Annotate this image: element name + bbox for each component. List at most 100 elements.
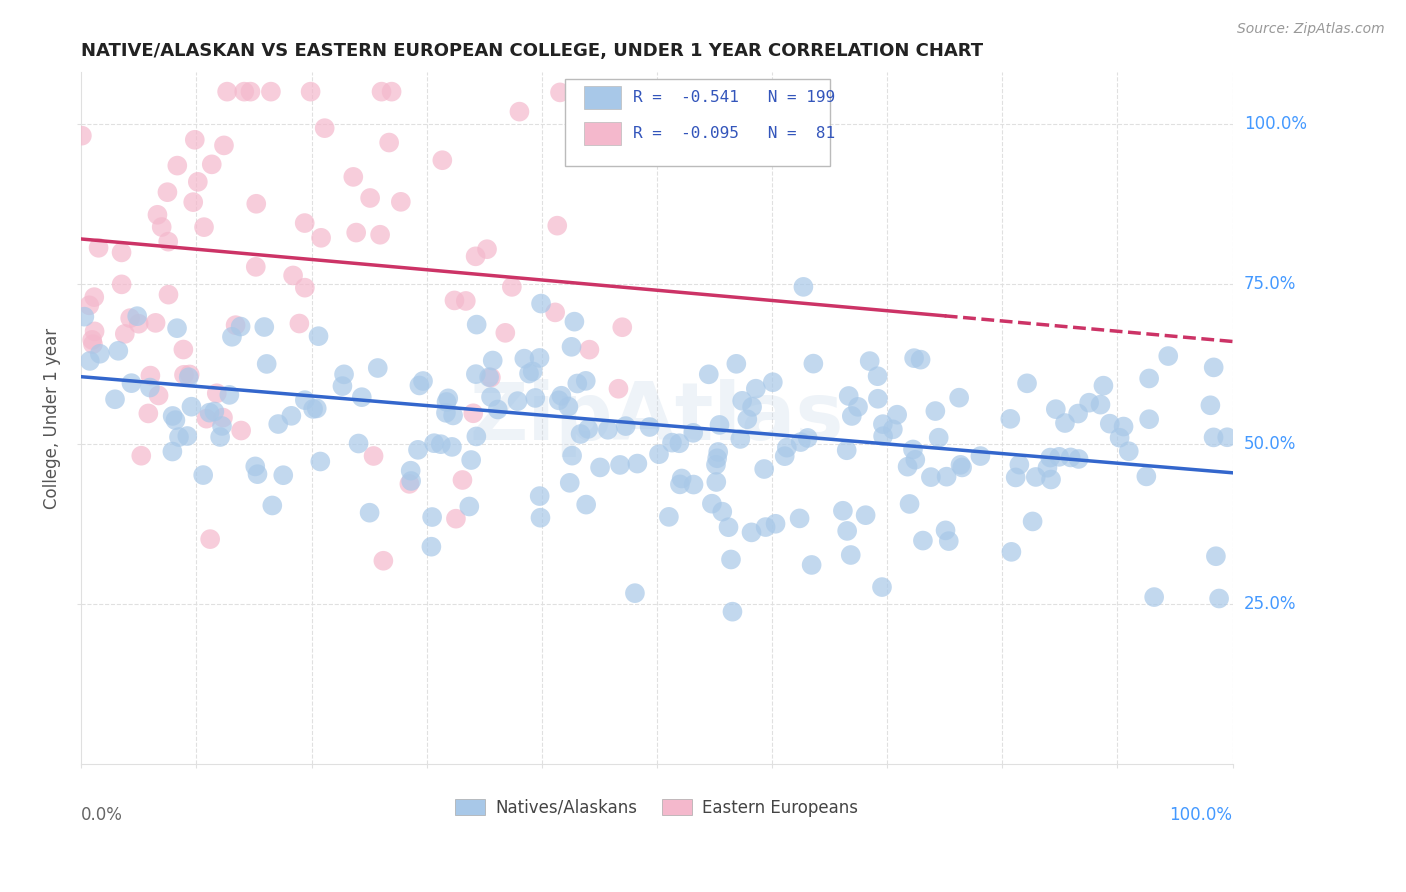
Point <box>872 429 894 443</box>
Point <box>145 316 167 330</box>
Point <box>146 208 169 222</box>
Point <box>246 467 269 482</box>
Point <box>127 309 149 323</box>
Point <box>550 389 572 403</box>
Point <box>1047 450 1070 464</box>
Point <box>110 245 132 260</box>
Text: ZipAtlas: ZipAtlas <box>470 379 844 458</box>
Point <box>859 354 882 368</box>
Point <box>83 290 105 304</box>
Point <box>120 376 142 391</box>
Point <box>789 435 811 450</box>
Point <box>436 395 458 409</box>
Point <box>245 196 267 211</box>
Point <box>458 500 481 514</box>
Point <box>412 374 434 388</box>
Point <box>866 392 889 406</box>
Point <box>950 460 973 475</box>
Point <box>465 429 488 443</box>
Point <box>501 280 523 294</box>
Point <box>167 430 190 444</box>
Point <box>1000 412 1022 426</box>
Point <box>866 369 889 384</box>
Point <box>928 431 950 445</box>
Point <box>344 226 367 240</box>
Point <box>82 333 104 347</box>
Point <box>737 412 759 426</box>
Point <box>886 408 908 422</box>
Point <box>294 393 316 408</box>
Point <box>212 138 235 153</box>
Point <box>79 354 101 368</box>
Bar <box>585 121 621 145</box>
Point <box>309 231 332 245</box>
Point <box>837 524 859 538</box>
Point <box>969 449 991 463</box>
Point <box>314 121 336 136</box>
Point <box>1199 398 1222 412</box>
Point <box>73 310 96 324</box>
Point <box>897 459 920 474</box>
Point <box>460 453 482 467</box>
Point <box>256 357 278 371</box>
Point <box>1040 473 1063 487</box>
Point <box>935 469 957 483</box>
Point <box>872 417 894 432</box>
Point <box>668 436 690 450</box>
Point <box>180 400 202 414</box>
Point <box>1092 378 1115 392</box>
Point <box>367 361 389 376</box>
Point <box>420 540 443 554</box>
Point <box>128 317 150 331</box>
Point <box>1108 431 1130 445</box>
Point <box>935 524 957 538</box>
Point <box>614 419 637 434</box>
Point <box>120 311 142 326</box>
Point <box>882 422 904 436</box>
Point <box>720 552 742 566</box>
Point <box>1137 412 1160 426</box>
Point <box>173 368 195 382</box>
Point <box>478 370 501 384</box>
Point <box>166 159 188 173</box>
Point <box>441 409 464 423</box>
Point <box>359 506 381 520</box>
Point <box>904 452 927 467</box>
Point <box>709 417 731 432</box>
Point <box>697 368 720 382</box>
Point <box>177 370 200 384</box>
Point <box>924 404 946 418</box>
Point <box>221 330 243 344</box>
Point <box>308 329 330 343</box>
Point <box>841 409 863 423</box>
Point <box>575 498 598 512</box>
Point <box>245 260 267 274</box>
Point <box>294 281 316 295</box>
Point <box>513 351 536 366</box>
Point <box>475 242 498 256</box>
Point <box>481 353 503 368</box>
Point <box>211 419 233 434</box>
Point <box>70 128 93 143</box>
Text: 0.0%: 0.0% <box>82 805 124 824</box>
Point <box>162 444 184 458</box>
Text: Source: ZipAtlas.com: Source: ZipAtlas.com <box>1237 22 1385 37</box>
Point <box>612 320 634 334</box>
Point <box>607 382 630 396</box>
Point <box>832 504 855 518</box>
Point <box>373 554 395 568</box>
Point <box>911 533 934 548</box>
Point <box>700 497 723 511</box>
Point <box>87 241 110 255</box>
Text: 50.0%: 50.0% <box>1244 435 1296 453</box>
Point <box>302 401 325 416</box>
Point <box>1039 450 1062 465</box>
Point <box>1137 371 1160 385</box>
Point <box>938 534 960 549</box>
Point <box>381 85 404 99</box>
Point <box>1067 452 1090 467</box>
Point <box>463 406 485 420</box>
Point <box>725 357 748 371</box>
Point <box>198 406 221 420</box>
Point <box>444 511 467 525</box>
